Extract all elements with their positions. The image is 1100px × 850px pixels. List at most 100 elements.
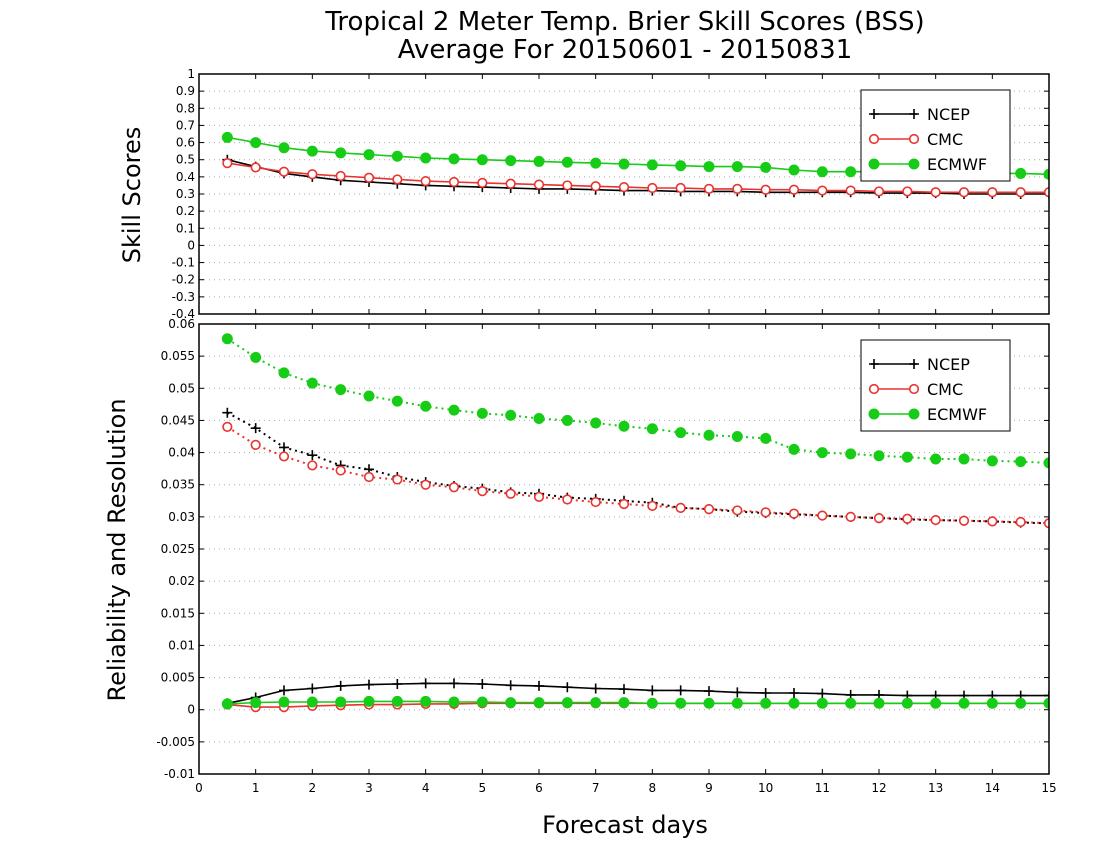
- x-tick-label: 8: [649, 781, 657, 795]
- top-cmc-solid-point: [930, 187, 941, 198]
- bottom-ecmwf-dotted-point: [505, 409, 517, 421]
- bottom-cmc-dotted-point: [278, 451, 290, 462]
- bottom-legend-box: [860, 339, 1011, 432]
- bottom-ecmwf-solid-point: [986, 697, 998, 709]
- bottom-ecmwf-solid-point: [250, 697, 262, 709]
- bottom-legend-label-cmc: CMC: [927, 380, 963, 399]
- bottom-ecmwf-solid-point: [703, 697, 715, 709]
- top-legend-box: [860, 89, 1011, 182]
- top-ecmwf-solid-point: [448, 153, 460, 165]
- top-y-tick-label: 0.5: [176, 153, 195, 167]
- bottom-ecmwf-dotted-point: [703, 429, 715, 441]
- bottom-ecmwf-solid-point: [420, 695, 432, 707]
- bottom-ecmwf-solid-point: [901, 697, 913, 709]
- bottom-ecmwf-dotted-point: [873, 450, 885, 462]
- top-ecmwf-solid-point: [335, 147, 347, 159]
- top-ecmwf-solid-point: [845, 166, 857, 178]
- top-series-group: [221, 131, 1049, 199]
- reliability-resolution-panel: 0.060.0550.050.0450.040.0350.030.0250.02…: [156, 317, 1056, 795]
- bottom-cmc-dotted-point: [987, 516, 998, 527]
- bottom-legend: NCEP CMC ECMWF: [860, 339, 1011, 432]
- x-tick-label: 13: [928, 781, 943, 795]
- bottom-ncep-solid-point: [420, 678, 431, 689]
- bottom-cmc-dotted-point: [760, 507, 771, 518]
- bottom-ecmwf-solid-point: [391, 695, 403, 707]
- bottom-y-tick-label: 0.01: [168, 638, 195, 652]
- top-legend-marker-ecmwf: [868, 158, 880, 170]
- bottom-y-tick-label: 0.005: [161, 671, 195, 685]
- bottom-ecmwf-dotted-point: [930, 453, 942, 465]
- bottom-ecmwf-dotted-point: [561, 414, 573, 426]
- bottom-ecmwf-dotted-point: [816, 447, 828, 459]
- top-legend-marker-ncep: [869, 109, 879, 119]
- bottom-ecmwf-dotted-point: [420, 400, 432, 412]
- top-cmc-solid-point: [562, 180, 573, 191]
- chart-subtitle: Average For 20150601 - 20150831: [398, 35, 853, 65]
- bottom-ecmwf-solid-point: [760, 697, 772, 709]
- bottom-ecmwf-dotted-point: [675, 427, 687, 439]
- top-cmc-solid-point: [703, 183, 715, 194]
- top-plot-frame: [198, 73, 1050, 315]
- top-ecmwf-solid-point: [250, 137, 262, 149]
- bottom-ecmwf-solid-point: [335, 696, 347, 708]
- top-ecmwf-solid-point: [816, 166, 828, 178]
- top-cmc-solid-point: [618, 182, 630, 193]
- bottom-ncep-solid-point: [675, 685, 686, 696]
- bottom-ecmwf-dotted-point: [760, 432, 772, 444]
- bottom-ecmwf-solid-point: [816, 697, 828, 709]
- bottom-ecmwf-dotted-point: [901, 451, 913, 463]
- top-y-tick-label: 0.1: [176, 221, 195, 235]
- top-y-tick-label: 0.8: [176, 101, 195, 115]
- bottom-ecmwf-dotted-point: [788, 443, 800, 455]
- top-y-tick-label: 0: [187, 238, 195, 252]
- bottom-ncep-solid-point: [364, 679, 374, 690]
- top-cmc-solid-point: [533, 179, 545, 190]
- top-cmc-solid-point: [505, 178, 516, 189]
- bottom-ncep-dotted-line: [226, 411, 1049, 525]
- top-y-tick-label: -0.3: [172, 290, 195, 304]
- top-cmc-solid-point: [647, 182, 658, 194]
- bottom-ncep-solid-point: [477, 679, 488, 689]
- bottom-ncep-solid-point: [619, 684, 629, 695]
- bottom-ecmwf-dotted-point: [221, 333, 233, 345]
- top-cmc-solid-point: [420, 176, 431, 187]
- bottom-ecmwf-solid-point: [845, 697, 857, 709]
- top-ecmwf-solid-point: [788, 164, 800, 176]
- bottom-cmc-dotted-point: [958, 515, 970, 526]
- bottom-cmc-dotted-point: [845, 511, 856, 522]
- top-legend-label-ecmwf: ECMWF: [927, 155, 987, 174]
- bottom-ecmwf-dotted-point: [845, 448, 857, 460]
- x-tick-label: 3: [365, 781, 373, 795]
- bottom-ecmwf-solid-point: [930, 697, 942, 709]
- bottom-y-tick-label: 0.06: [168, 317, 195, 331]
- bottom-y-tick-label: 0.025: [161, 542, 195, 556]
- top-legend-marker-ncep: [909, 109, 919, 119]
- bottom-cmc-dotted-point: [392, 474, 403, 485]
- bottom-ecmwf-solid-point: [306, 696, 318, 708]
- bottom-legend-marker-ncep: [909, 359, 919, 369]
- top-ecmwf-solid-point: [221, 131, 233, 143]
- top-ecmwf-solid-point: [731, 161, 743, 173]
- bottom-ncep-solid-point: [562, 682, 573, 693]
- bottom-ncep-solid-point: [534, 680, 544, 691]
- bottom-ecmwf-solid-point: [618, 697, 630, 709]
- x-tick-label: 4: [422, 781, 430, 795]
- top-cmc-solid-point: [987, 187, 998, 198]
- bottom-cmc-dotted-point: [420, 479, 431, 490]
- bottom-legend-marker-cmc: [868, 383, 880, 395]
- bottom-y-tick-label: 0.05: [168, 381, 195, 395]
- bottom-legend-label-ecmwf: ECMWF: [927, 405, 987, 424]
- bottom-ecmwf-dotted-point: [618, 420, 630, 432]
- top-y-tick-label: 1: [187, 67, 195, 81]
- bottom-y-axis-title: Reliability and Resolution: [103, 398, 131, 701]
- bottom-cmc-dotted-point: [533, 491, 545, 503]
- x-tick-label: 1: [252, 781, 260, 795]
- top-ecmwf-solid-point: [760, 161, 772, 173]
- bottom-ecmwf-solid-point: [533, 697, 545, 709]
- bottom-ecmwf-solid-point: [590, 697, 602, 709]
- bottom-ecmwf-solid-point: [675, 697, 687, 709]
- x-tick-label: 7: [592, 781, 600, 795]
- top-legend-label-cmc: CMC: [927, 130, 963, 149]
- bottom-legend-marker-ecmwf: [908, 408, 920, 420]
- bottom-ncep-solid-point: [307, 683, 318, 694]
